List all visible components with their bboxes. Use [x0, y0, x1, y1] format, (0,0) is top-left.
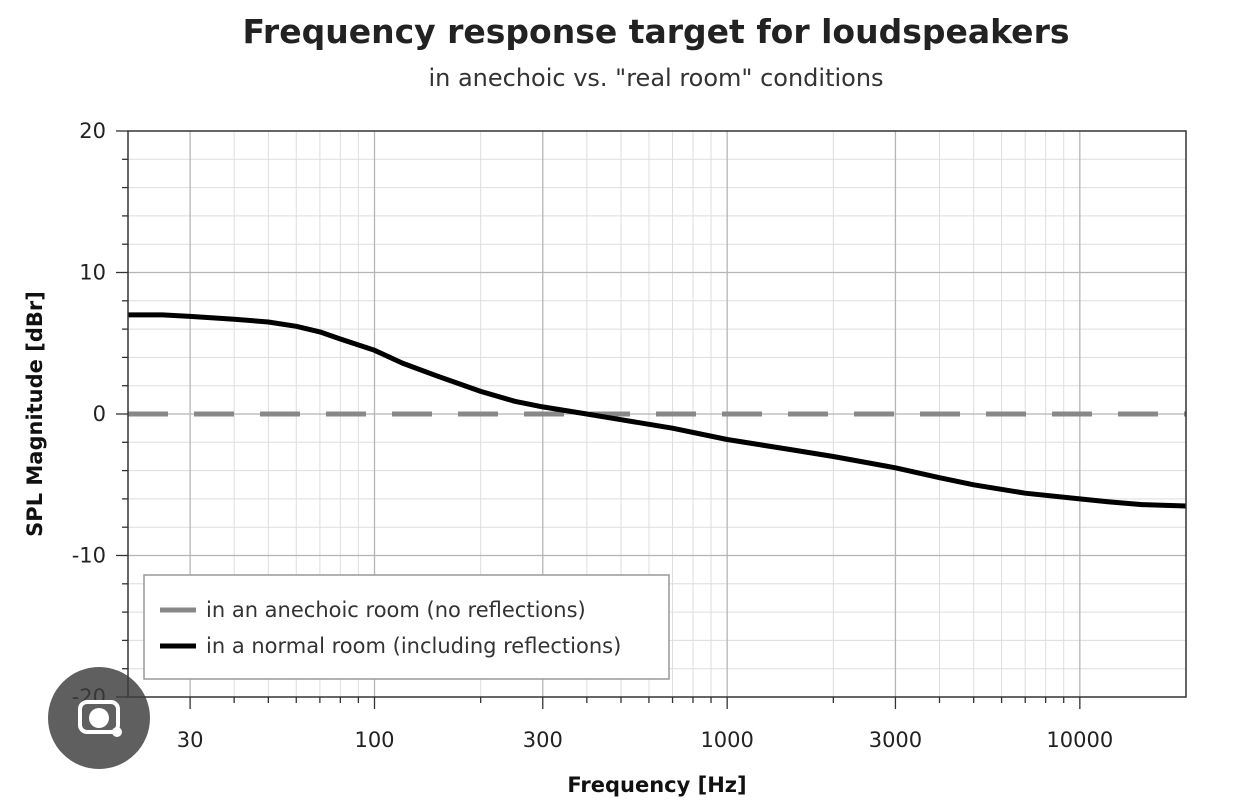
x-tick-label: 10000	[1046, 728, 1113, 752]
x-tick-label: 3000	[869, 728, 922, 752]
chart-title: Frequency response target for loudspeake…	[242, 12, 1070, 51]
y-tick-label: 20	[79, 119, 106, 143]
camera-frame-icon	[78, 700, 120, 734]
legend-label-normal-room: in a normal room (including reflections)	[206, 634, 621, 658]
x-axis-ticks: 30 100 300 1000 3000 10000	[177, 697, 1113, 752]
y-axis-label: SPL Magnitude [dBr]	[23, 291, 47, 537]
x-axis-label: Frequency [Hz]	[567, 773, 746, 797]
x-tick-label: 1000	[700, 728, 753, 752]
legend: in an anechoic room (no reflections) in …	[143, 574, 670, 680]
chart-subtitle: in anechoic vs. "real room" conditions	[428, 64, 884, 92]
legend-label-anechoic: in an anechoic room (no reflections)	[206, 598, 586, 622]
y-tick-label: 0	[93, 402, 106, 426]
lens-dot-icon	[112, 727, 122, 737]
series-layer	[128, 312, 1187, 509]
x-tick-label: 100	[354, 728, 394, 752]
google-lens-icon[interactable]	[48, 667, 150, 769]
y-tick-label: -10	[72, 544, 106, 568]
legend-box	[143, 574, 670, 680]
lens-circle-icon	[89, 708, 109, 728]
x-tick-label: 300	[523, 728, 563, 752]
x-tick-label: 30	[177, 728, 204, 752]
y-tick-label: 10	[79, 261, 106, 285]
series-normal-room-line	[128, 312, 1187, 509]
